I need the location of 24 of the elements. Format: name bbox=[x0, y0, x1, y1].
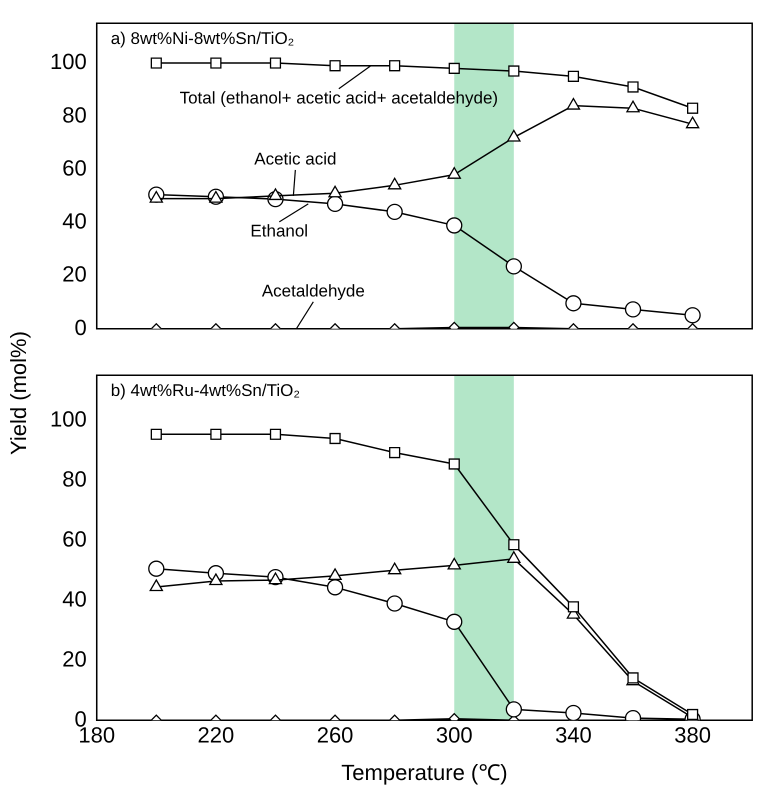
x-tick-label: 380 bbox=[674, 722, 711, 748]
y-tick-label: 80 bbox=[62, 466, 87, 492]
y-tick-label: 20 bbox=[62, 646, 87, 672]
y-tick-label: 100 bbox=[50, 406, 87, 432]
y-tick-label: 100 bbox=[50, 49, 87, 74]
x-tick-label: 300 bbox=[436, 722, 473, 748]
chart-title: a) 8wt%Ni-8wt%Sn/TiO₂ bbox=[110, 28, 294, 48]
y-axis-title: Yield (mol%) bbox=[6, 330, 32, 457]
annotation: Total (ethanol+ acetic acid+ acetaldehyde) bbox=[180, 88, 498, 108]
y-tick-label: 0 bbox=[74, 314, 87, 340]
y-tick-label: 20 bbox=[62, 262, 87, 287]
annotation: Acetic acid bbox=[254, 150, 336, 169]
x-tick-label: 340 bbox=[555, 722, 592, 748]
chart-title: b) 4wt%Ru-4wt%Sn/TiO₂ bbox=[110, 380, 300, 400]
y-tick-label: 80 bbox=[62, 102, 87, 128]
x-axis-title: Temperature (℃) bbox=[341, 760, 508, 785]
annotation: Acetaldehyde bbox=[262, 281, 365, 300]
y-tick-label: 60 bbox=[62, 526, 87, 552]
x-tick-label: 220 bbox=[198, 722, 234, 748]
y-tick-label: 40 bbox=[62, 208, 87, 234]
x-tick-label: 260 bbox=[316, 722, 354, 748]
y-tick-label: 40 bbox=[62, 586, 87, 612]
y-tick-label: 60 bbox=[62, 155, 87, 180]
annotation: Ethanol bbox=[250, 222, 308, 241]
